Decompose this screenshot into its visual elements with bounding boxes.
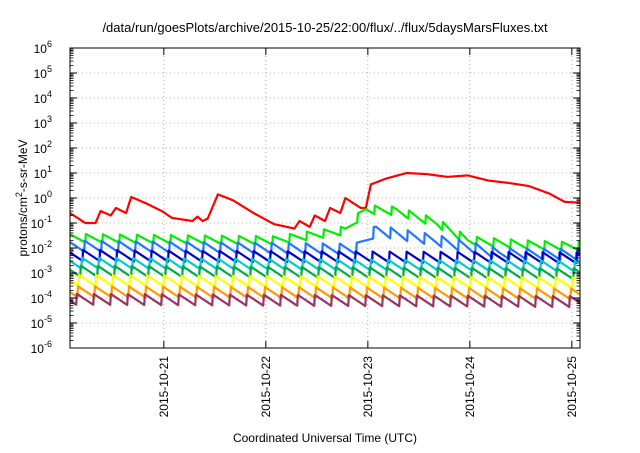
- y-tick-label: 105: [34, 64, 52, 81]
- series-line: [70, 171, 580, 230]
- y-tick-label: 101: [34, 164, 52, 181]
- y-tick-label: 10-3: [31, 264, 52, 281]
- series-line: [70, 256, 580, 273]
- y-tick-label: 106: [34, 39, 52, 56]
- y-axis-label-sup: 2: [14, 192, 24, 197]
- x-tick-label: 2015-10-23: [361, 356, 375, 418]
- y-axis: 10-6 10-5 10-4 10-3 10-2 10-1 100 101 102 103 104 1…: [31, 39, 580, 356]
- chart-title: /data/run/goesPlots/archive/2015-10-25/2…: [102, 20, 548, 35]
- y-axis-label-pre: protons/cm: [16, 197, 30, 256]
- x-axis-label: Coordinated Universal Time (UTC): [233, 431, 417, 445]
- y-tick-label: 10-1: [31, 214, 52, 231]
- x-tick-label: 2015-10-24: [463, 356, 477, 418]
- x-axis: 2015-10-21 2015-10-22 2015-10-23 2015-10-24…: [157, 48, 579, 417]
- y-tick-label: 100: [34, 189, 52, 206]
- series-layer: [70, 171, 580, 309]
- y-tick-label: 102: [34, 139, 52, 156]
- y-tick-label: 10-2: [31, 239, 52, 256]
- y-tick-label: 103: [34, 114, 52, 131]
- series-line: [70, 204, 580, 252]
- series-line: [70, 273, 580, 290]
- y-axis-label: protons/cm2-s-sr-MeV: [14, 139, 30, 256]
- series-line: [70, 285, 580, 301]
- y-tick-label: 10-6: [31, 339, 52, 356]
- series-line: [70, 264, 580, 281]
- y-tick-label: 10-5: [31, 314, 52, 331]
- y-axis-label-post: -s-sr-MeV: [16, 139, 30, 192]
- series-line: [70, 292, 580, 309]
- y-tick-label: 104: [34, 89, 52, 106]
- series-line: [70, 225, 580, 262]
- x-tick-label: 2015-10-21: [157, 356, 171, 418]
- x-tick-label: 2015-10-22: [259, 356, 273, 418]
- y-tick-label: 10-4: [31, 289, 52, 306]
- x-tick-label: 2015-10-25: [565, 356, 579, 418]
- series-line: [70, 248, 580, 265]
